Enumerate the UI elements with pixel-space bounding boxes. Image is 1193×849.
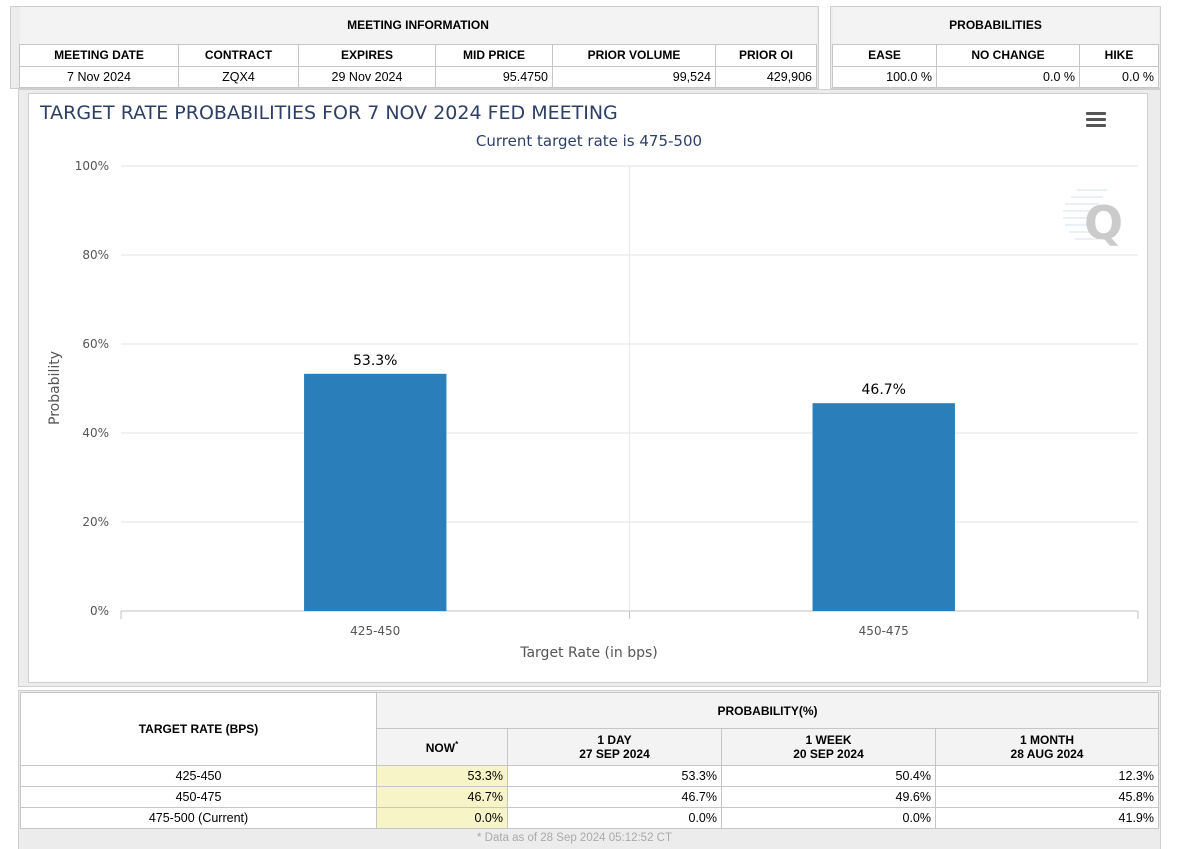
table-row: 450-475 46.7% 46.7% 49.6% 45.8%	[20, 786, 1159, 808]
hike-value: 0.0 %	[1079, 65, 1159, 88]
prior-volume-value: 99,524	[552, 65, 716, 88]
probabilities-title: PROBABILITIES	[832, 7, 1159, 44]
one-day-cell: 0.0%	[507, 807, 722, 829]
now-header-label: NOW	[425, 740, 456, 755]
one-week-cell: 50.4%	[721, 765, 936, 787]
chart-container: TARGET RATE PROBABILITIES FOR 7 NOV 2024…	[28, 93, 1148, 683]
meeting-info-title: MEETING INFORMATION	[19, 7, 817, 44]
y-tick-label: 80%	[82, 248, 109, 262]
y-tick-label: 20%	[82, 515, 109, 529]
chart-subtitle: Current target rate is 475-500	[476, 132, 702, 150]
table-row: 475-500 (Current) 0.0% 0.0% 0.0% 41.9%	[20, 807, 1159, 829]
contract-header: CONTRACT	[178, 43, 299, 67]
now-cell: 53.3%	[376, 765, 508, 787]
prior-oi-header: PRIOR OI	[715, 43, 817, 67]
bar-450-475[interactable]	[812, 403, 955, 611]
meeting-date-value: 7 Nov 2024	[19, 65, 179, 88]
contract-value: ZQX4	[178, 65, 299, 88]
probability-header: PROBABILITY(%)	[376, 692, 1159, 729]
one-day-label: 1 DAY	[597, 733, 632, 747]
probabilities-table: PROBABILITIES EASE NO CHANGE HIKE 100.0 …	[832, 7, 1159, 88]
table-row: 425-450 53.3% 53.3% 50.4% 12.3%	[20, 765, 1159, 787]
one-week-cell: 49.6%	[721, 786, 936, 808]
target-rate-table: TARGET RATE (BPS) PROBABILITY(%) NOW* 1 …	[20, 692, 1159, 829]
one-month-cell: 12.3%	[935, 765, 1159, 787]
now-header: NOW*	[376, 728, 508, 766]
svg-text:Q: Q	[1084, 196, 1123, 250]
mid-price-value: 95.4750	[435, 65, 553, 88]
one-month-label: 1 MONTH	[1020, 733, 1074, 747]
prior-oi-value: 429,906	[715, 65, 817, 88]
expires-header: EXPIRES	[298, 43, 436, 67]
probability-bar-chart: TARGET RATE PROBABILITIES FOR 7 NOV 2024…	[39, 102, 1139, 661]
one-month-cell: 45.8%	[935, 786, 1159, 808]
rate-cell: 475-500 (Current)	[20, 807, 377, 829]
one-month-cell: 41.9%	[935, 807, 1159, 829]
y-tick-label: 0%	[90, 604, 109, 618]
chart-title: TARGET RATE PROBABILITIES FOR 7 NOV 2024…	[39, 102, 618, 124]
mid-price-header: MID PRICE	[435, 43, 553, 67]
y-tick-label: 60%	[82, 337, 109, 351]
now-cell: 0.0%	[376, 807, 508, 829]
expires-value: 29 Nov 2024	[298, 65, 436, 88]
now-cell: 46.7%	[376, 786, 508, 808]
one-week-date: 20 SEP 2024	[793, 747, 864, 761]
data-timestamp-footnote: * Data as of 28 Sep 2024 05:12:52 CT	[477, 832, 672, 844]
meeting-info-table: MEETING INFORMATION MEETING DATE CONTRAC…	[19, 7, 817, 88]
y-tick-label: 40%	[82, 426, 109, 440]
one-day-header: 1 DAY 27 SEP 2024	[507, 728, 722, 766]
one-day-cell: 53.3%	[507, 765, 722, 787]
chart-menu-icon[interactable]	[1086, 112, 1106, 128]
meeting-date-header: MEETING DATE	[19, 43, 179, 67]
one-month-header: 1 MONTH 28 AUG 2024	[935, 728, 1159, 766]
one-week-cell: 0.0%	[721, 807, 936, 829]
now-footnote-marker: *	[455, 739, 459, 749]
rate-cell: 425-450	[20, 765, 377, 787]
no-change-value: 0.0 %	[936, 65, 1080, 88]
one-day-cell: 46.7%	[507, 786, 722, 808]
data-label: 46.7%	[862, 382, 906, 398]
one-month-date: 28 AUG 2024	[1010, 747, 1084, 761]
hike-header: HIKE	[1079, 43, 1159, 67]
rate-cell: 450-475	[20, 786, 377, 808]
x-axis-label: Target Rate (in bps)	[519, 645, 658, 661]
data-label: 53.3%	[353, 353, 397, 369]
y-tick-label: 100%	[75, 159, 109, 173]
ease-value: 100.0 %	[832, 65, 937, 88]
ease-header: EASE	[832, 43, 937, 67]
one-week-header: 1 WEEK 20 SEP 2024	[721, 728, 936, 766]
no-change-header: NO CHANGE	[936, 43, 1080, 67]
one-day-date: 27 SEP 2024	[579, 747, 650, 761]
x-tick-label: 425-450	[350, 624, 400, 638]
cme-q-logo: Q	[1063, 189, 1123, 250]
target-rate-header: TARGET RATE (BPS)	[20, 692, 377, 766]
bar-425-450[interactable]	[304, 373, 447, 611]
prior-volume-header: PRIOR VOLUME	[552, 43, 716, 67]
x-tick-label: 450-475	[859, 624, 909, 638]
y-axis-label: Probability	[47, 351, 63, 425]
one-week-label: 1 WEEK	[805, 733, 852, 747]
